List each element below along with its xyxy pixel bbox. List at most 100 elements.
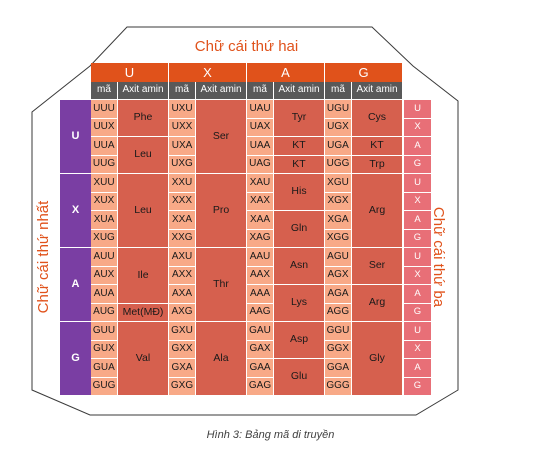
third-letter-cell: U [404, 174, 431, 192]
amino-acid-cell: Asp [274, 322, 324, 358]
codon-cell: AUA [91, 285, 117, 303]
third-letter-cell: G [404, 155, 431, 173]
codon-cell: XUX [91, 192, 117, 210]
codon-cell: AAA [247, 285, 273, 303]
third-letter-cell: A [404, 211, 431, 229]
amino-acid-cell: Pro [196, 174, 246, 247]
codon-cell: XGX [325, 192, 351, 210]
third-letter-cell: G [404, 377, 431, 395]
codon-cell: AAG [247, 303, 273, 321]
amino-acid-cell: Lys [274, 285, 324, 321]
amino-column-header: Axit amin [196, 82, 246, 99]
amino-acid-cell: Ser [196, 100, 246, 173]
codon-cell: UXU [169, 100, 195, 118]
codon-column-header: mã [325, 82, 351, 99]
amino-acid-cell: Gly [352, 322, 402, 395]
second-letter-header: G [325, 63, 402, 82]
codon-cell: GUU [91, 322, 117, 340]
codon-cell: XGG [325, 229, 351, 247]
codon-cell: AXG [169, 303, 195, 321]
amino-acid-cell: KT [274, 155, 324, 173]
amino-acid-cell: Val [118, 322, 168, 395]
codon-cell: XXU [169, 174, 195, 192]
codon-cell: XGA [325, 211, 351, 229]
second-letter-header: X [169, 63, 246, 82]
codon-cell: GXG [169, 377, 195, 395]
codon-cell: UUA [91, 137, 117, 155]
third-letter-cell: X [404, 340, 431, 358]
codon-cell: XUU [91, 174, 117, 192]
codon-cell: AGG [325, 303, 351, 321]
codon-cell: XXG [169, 229, 195, 247]
codon-cell: UAG [247, 155, 273, 173]
codon-cell: AAU [247, 248, 273, 266]
amino-acid-cell: Arg [352, 285, 402, 321]
codon-cell: XXA [169, 211, 195, 229]
third-letter-cell: U [404, 100, 431, 118]
codon-cell: UAX [247, 118, 273, 136]
amino-acid-cell: Ala [196, 322, 246, 395]
amino-column-header: Axit amin [274, 82, 324, 99]
third-letter-cell: G [404, 229, 431, 247]
codon-cell: UGX [325, 118, 351, 136]
second-letter-header: A [247, 63, 324, 82]
codon-cell: GAX [247, 340, 273, 358]
codon-cell: AUU [91, 248, 117, 266]
amino-acid-cell: Glu [274, 359, 324, 395]
codon-cell: UUX [91, 118, 117, 136]
codon-cell: UAU [247, 100, 273, 118]
codon-cell: GXU [169, 322, 195, 340]
codon-cell: GUA [91, 359, 117, 377]
amino-acid-cell: Leu [118, 174, 168, 247]
amino-acid-cell: His [274, 174, 324, 210]
codon-cell: UUU [91, 100, 117, 118]
codon-cell: UGU [325, 100, 351, 118]
codon-cell: UGA [325, 137, 351, 155]
third-letter-cell: U [404, 248, 431, 266]
codon-cell: XAU [247, 174, 273, 192]
figure-caption: Hình 3: Bảng mã di truyền [206, 429, 335, 441]
amino-acid-cell: Tyr [274, 100, 324, 136]
codon-cell: AGU [325, 248, 351, 266]
codon-cell: UAA [247, 137, 273, 155]
first-letter-title: Chữ cái thứ nhất [35, 200, 52, 314]
codon-cell: AGX [325, 266, 351, 284]
codon-cell: XXX [169, 192, 195, 210]
codon-cell: GXA [169, 359, 195, 377]
third-letter-cell: A [404, 137, 431, 155]
codon-column-header: mã [247, 82, 273, 99]
second-letter-title: Chữ cái thứ hai [194, 38, 299, 55]
codon-cell: GUG [91, 377, 117, 395]
amino-acid-cell: Trp [352, 155, 402, 173]
amino-acid-cell: Arg [352, 174, 402, 247]
amino-acid-cell: KT [274, 137, 324, 155]
codon-cell: GAA [247, 359, 273, 377]
first-letter-cell: U [60, 100, 91, 173]
amino-acid-cell: Ser [352, 248, 402, 284]
third-letter-cell: A [404, 359, 431, 377]
codon-cell: XUG [91, 229, 117, 247]
codon-cell: XAG [247, 229, 273, 247]
amino-acid-cell: KT [352, 137, 402, 155]
codon-cell: GGG [325, 377, 351, 395]
third-letter-cell: A [404, 285, 431, 303]
codon-cell: GUX [91, 340, 117, 358]
codon-cell: AGA [325, 285, 351, 303]
amino-acid-cell: Ile [118, 248, 168, 303]
codon-column-header: mã [169, 82, 195, 99]
amino-column-header: Axit amin [118, 82, 168, 99]
codon-cell: XGU [325, 174, 351, 192]
codon-cell: XAA [247, 211, 273, 229]
codon-cell: UXX [169, 118, 195, 136]
codon-cell: AAX [247, 266, 273, 284]
codon-cell: GGU [325, 322, 351, 340]
codon-column-header: mã [91, 82, 117, 99]
amino-acid-cell: Asn [274, 248, 324, 284]
amino-acid-cell: Phe [118, 100, 168, 136]
codon-cell: GAG [247, 377, 273, 395]
codon-cell: GGA [325, 359, 351, 377]
amino-column-header: Axit amin [352, 82, 402, 99]
third-letter-cell: G [404, 303, 431, 321]
third-letter-cell: X [404, 192, 431, 210]
second-letter-header: U [91, 63, 168, 82]
